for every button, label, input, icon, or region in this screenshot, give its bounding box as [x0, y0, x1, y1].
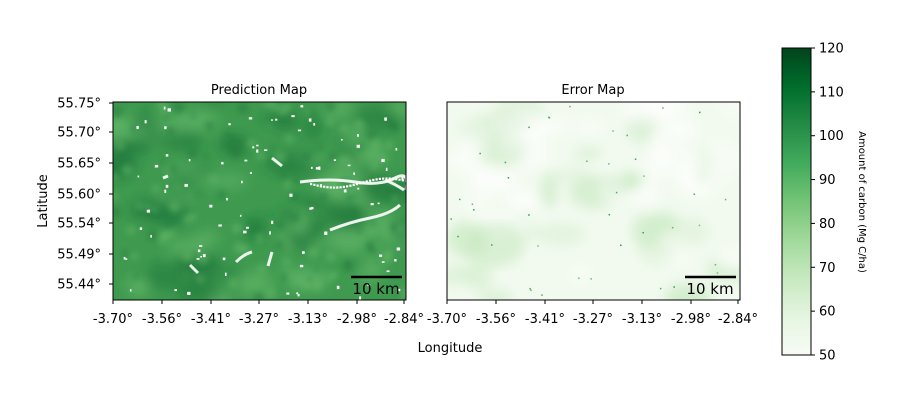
prediction-map-panel: Prediction Map 10 km 55.75°55.70°55.65°5…	[57, 83, 424, 327]
prediction-raster-gap-dot	[352, 183, 355, 187]
prediction-raster-gap-dot	[372, 178, 375, 182]
prediction-raster-fine-texture	[113, 102, 406, 300]
prediction-raster-gap-dot	[398, 178, 401, 181]
y-tick-label: 55.60°	[57, 188, 101, 203]
y-tick-label: 55.54°	[57, 217, 101, 232]
prediction-raster-gap-dot	[355, 183, 359, 186]
prediction-raster-gaps	[123, 105, 404, 300]
prediction-raster-gap-dot	[375, 178, 378, 181]
prediction-raster-gap-dot	[395, 178, 398, 181]
colorbar-tick-label: 80	[819, 217, 836, 232]
prediction-raster-gap-dot	[346, 185, 349, 188]
x-tick-label: -3.13°	[622, 312, 662, 327]
y-axis-label: Latitude	[36, 174, 51, 228]
prediction-raster-gap-dot	[342, 185, 345, 189]
colorbar-tick-label: 120	[819, 42, 844, 57]
prediction-raster-gap-dot	[310, 183, 313, 186]
prediction-raster-gap-dot	[378, 177, 381, 181]
x-tick-label: -3.41°	[525, 312, 565, 327]
x-tick-label: -3.56°	[476, 312, 516, 327]
error-scale-bar-label: 10 km	[686, 280, 733, 298]
error-map-raster	[447, 102, 740, 300]
prediction-raster-gap-dot	[323, 185, 326, 188]
colorbar-tick-label: 60	[819, 305, 836, 320]
prediction-raster-gap-dot	[388, 177, 391, 180]
y-tick-label: 55.44°	[57, 278, 101, 293]
prediction-raster-gap-dot	[313, 183, 316, 186]
colorbar-tick-label: 50	[819, 349, 836, 364]
prediction-raster-gap-dot	[316, 184, 319, 187]
x-tick-label: -3.41°	[191, 312, 231, 327]
x-tick-label: -3.27°	[239, 312, 279, 327]
error-longitude-ticks: -3.70° -3.56° -3.41° -3.27° -3.13° -2.98° -2.8…	[427, 300, 758, 327]
error-raster-specks	[450, 105, 727, 296]
prediction-raster-gap-dot	[401, 179, 404, 182]
y-tick-label: 55.49°	[57, 248, 101, 263]
y-tick-label: 55.70°	[57, 126, 101, 141]
prediction-scale-bar: 10 km	[351, 275, 402, 298]
prediction-raster-gap-dot	[362, 181, 365, 184]
prediction-raster-gap-band	[329, 203, 402, 232]
colorbar-ticks: 120 110 100 90 80 70 60 50	[811, 42, 844, 364]
prediction-map-raster	[113, 102, 406, 300]
error-scale-bar: 10 km	[685, 275, 736, 298]
prediction-raster-gap-dot	[326, 186, 329, 189]
prediction-raster-gap-dot	[382, 177, 385, 180]
colorbar-tick-label: 110	[819, 85, 844, 100]
x-tick-label: -2.98°	[671, 312, 711, 327]
prediction-raster-gap-dot	[329, 186, 332, 189]
prediction-raster-gap-dot	[365, 180, 368, 183]
prediction-raster-gap-band	[299, 174, 406, 190]
x-tick-label: -3.56°	[142, 312, 182, 327]
x-tick-label: -2.84°	[384, 312, 424, 327]
prediction-raster-gap-dot	[319, 185, 323, 188]
prediction-raster-gap-dot	[359, 182, 362, 185]
prediction-longitude-ticks: -3.70° -3.56° -3.41° -3.27° -3.13° -2.98° -2.8…	[93, 300, 424, 327]
prediction-raster-gap-band	[266, 251, 274, 267]
y-tick-label: 55.75°	[57, 97, 101, 112]
prediction-raster-gap-band	[162, 174, 169, 180]
x-tick-label: -3.27°	[573, 312, 613, 327]
colorbar-tick-label: 100	[819, 129, 844, 144]
prediction-map-title: Prediction Map	[211, 83, 307, 98]
x-tick-label: -3.70°	[93, 312, 133, 327]
x-tick-label: -2.98°	[337, 312, 377, 327]
colorbar-tick-label: 90	[819, 173, 836, 188]
prediction-raster-gap-dot	[336, 186, 339, 189]
y-tick-label: 55.65°	[57, 157, 101, 172]
prediction-raster-gap-dot	[349, 184, 352, 187]
prediction-raster-gap-band	[234, 250, 253, 264]
prediction-raster-gap-band	[384, 178, 405, 192]
prediction-raster-gap-dot	[332, 186, 336, 189]
colorbar-gradient	[781, 47, 812, 356]
prediction-raster-gap-band	[188, 263, 200, 275]
prediction-raster-gap-dot	[391, 177, 395, 180]
colorbar: 120 110 100 90 80 70 60 50 Amount of carbon (Mg…	[781, 42, 867, 364]
error-map-title: Error Map	[561, 83, 624, 98]
prediction-raster-gap-dot	[339, 186, 342, 189]
colorbar-label: Amount of carbon (Mg C/ha)	[856, 131, 867, 273]
x-tick-label: -3.70°	[427, 312, 467, 327]
prediction-raster-gap-dot	[385, 177, 388, 180]
latitude-ticks: 55.75° 55.70° 55.65° 55.60° 55.54° 55.49° 55.4…	[57, 97, 113, 293]
error-map-panel: Error Map 10 km -3.70° -3.56° -3.41° -3.27°…	[427, 83, 758, 327]
colorbar-tick-label: 70	[819, 261, 836, 276]
x-axis-label: Longitude	[418, 341, 483, 356]
prediction-raster-gap-dot	[368, 179, 372, 182]
prediction-raster-gap-band	[271, 156, 283, 168]
prediction-scale-bar-label: 10 km	[352, 280, 399, 298]
error-raster-high-patch	[465, 223, 525, 267]
x-tick-label: -3.13°	[288, 312, 328, 327]
x-tick-label: -2.84°	[718, 312, 758, 327]
